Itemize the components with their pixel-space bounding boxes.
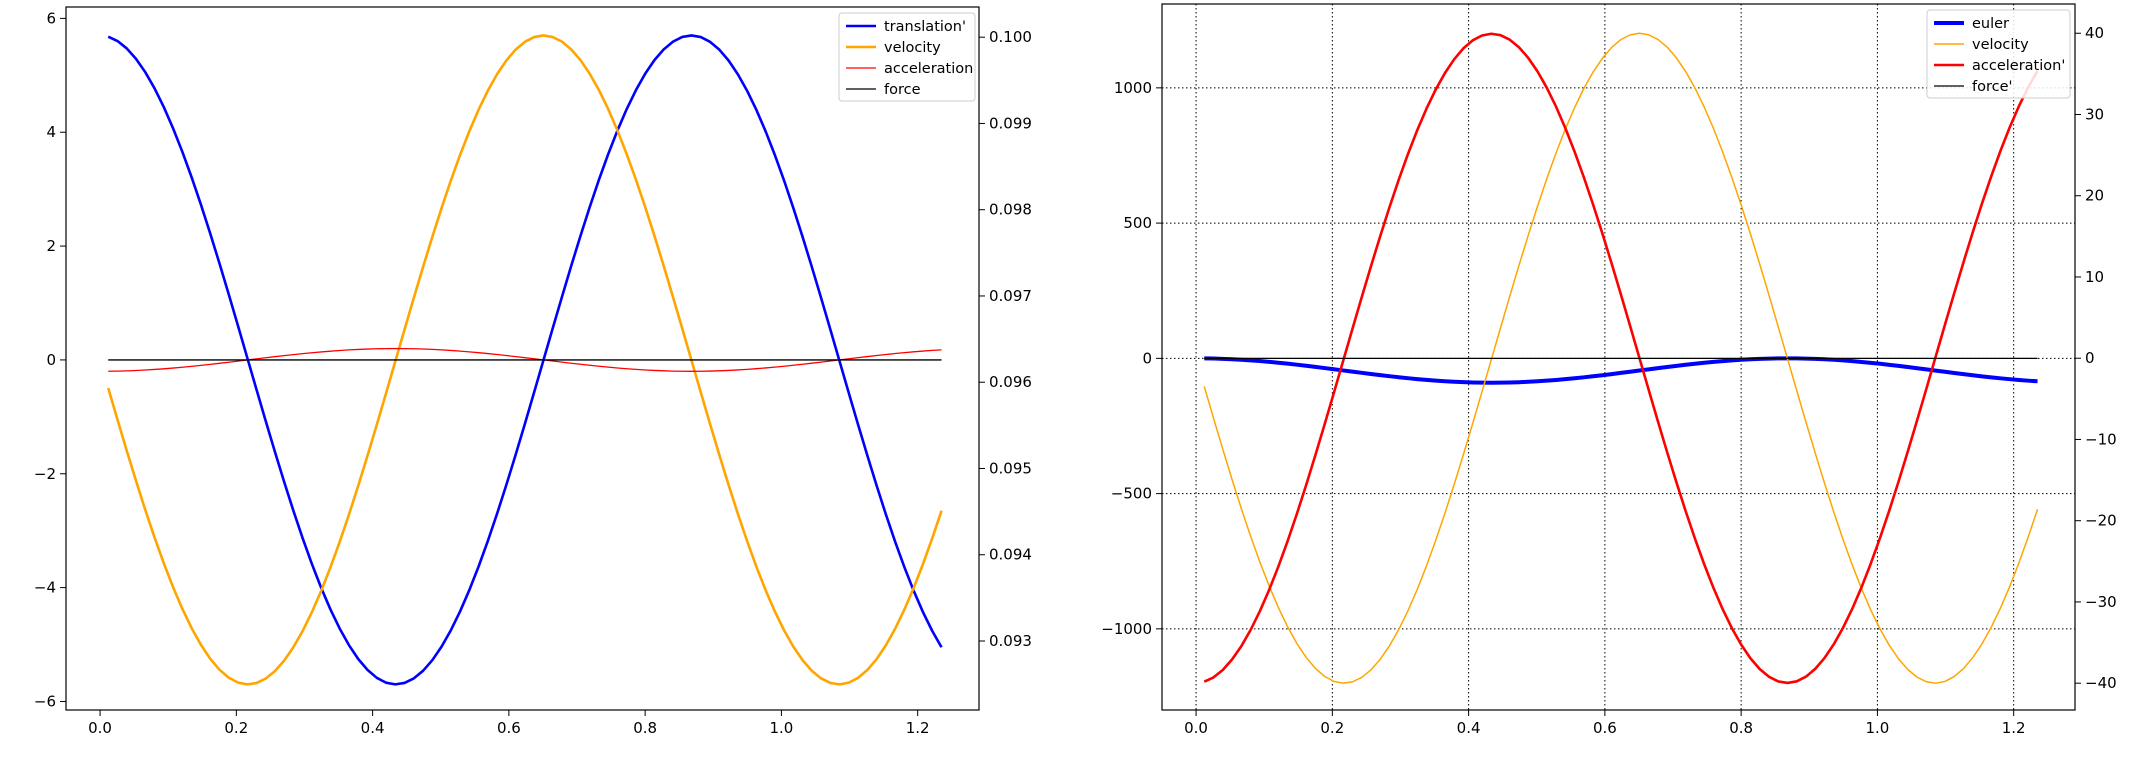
left-chart-axes-frame — [65, 6, 980, 711]
legend-label-acceleration-prime: acceleration' — [1972, 58, 2065, 74]
y-tick-label: 1000 — [1114, 79, 1152, 97]
y2-tick-label: 20 — [2085, 187, 2104, 205]
y2-tick-label: 40 — [2085, 24, 2104, 42]
y-tick-label: 0 — [46, 351, 56, 369]
right-chart-right-y-axis: −40 −30 −20 −10 0 10 20 30 40 — [2075, 24, 2117, 692]
right-chart-y-axis: −1000 −500 0 500 1000 — [1101, 79, 1162, 638]
y2-tick-label: 0.095 — [989, 459, 1032, 477]
x-tick-label: 1.2 — [906, 719, 930, 737]
legend-label-velocity-2: velocity — [1972, 37, 2029, 53]
legend-label-force-prime: force' — [1972, 79, 2013, 95]
series-line-velocity — [106, 34, 943, 686]
x-tick-label: 1.2 — [2002, 719, 2026, 737]
legend-label-euler: euler — [1972, 16, 2009, 32]
x-tick-label: 0.8 — [1729, 719, 1753, 737]
x-tick-label: 0.4 — [361, 719, 385, 737]
series-line-acceleration — [1203, 32, 2039, 685]
y-tick-label: −2 — [34, 465, 56, 483]
y-tick-label: 6 — [46, 9, 56, 27]
y2-tick-label: 0.096 — [989, 373, 1032, 391]
x-tick-label: 1.0 — [1865, 719, 1889, 737]
right-chart-legend: euler velocity acceleration' force' — [1926, 9, 2071, 99]
y2-tick-label: 0.097 — [989, 287, 1032, 305]
y-tick-label: −6 — [34, 692, 56, 710]
y-tick-label: 0 — [1142, 349, 1152, 367]
right-chart-axes-frame — [1161, 3, 2076, 711]
y2-tick-label: 0.093 — [989, 632, 1032, 650]
x-tick-label: 1.0 — [769, 719, 793, 737]
legend-label-velocity: velocity — [884, 40, 941, 56]
y2-tick-label: 10 — [2085, 268, 2104, 286]
y2-tick-label: −20 — [2085, 512, 2117, 530]
left-chart-x-axis: 0.0 0.2 0.4 0.6 0.8 1.0 1.2 — [88, 710, 930, 737]
series-line-translation — [107, 34, 943, 686]
x-tick-label: 0.2 — [224, 719, 248, 737]
y-tick-label: −1000 — [1101, 620, 1152, 638]
y2-tick-label: 0.100 — [989, 28, 1032, 46]
y2-tick-label: 0.094 — [989, 546, 1032, 564]
right-chart-grid — [1162, 4, 2075, 710]
y2-tick-label: −30 — [2085, 593, 2117, 611]
left-chart-right-y-axis: 0.093 0.094 0.095 0.096 0.097 0.098 0.099 0.100 — [979, 28, 1032, 650]
left-chart-y-axis: −6 −4 −2 0 2 4 6 — [34, 9, 66, 710]
legend-label-translation: translation' — [884, 19, 966, 35]
y-tick-label: 2 — [46, 237, 56, 255]
y2-tick-label: 0.098 — [989, 201, 1032, 219]
right-chart-legend-box — [1926, 9, 2071, 99]
y2-tick-label: 0 — [2085, 349, 2095, 367]
y-tick-label: 500 — [1123, 214, 1152, 232]
series-line-euler — [1204, 356, 2038, 385]
x-tick-label: 0.6 — [497, 719, 521, 737]
right-chart: 0.0 0.2 0.4 0.6 0.8 1.0 1.2 −1000−50005001000 … — [1101, 3, 2117, 737]
right-chart-x-axis: 0.0 0.2 0.4 0.6 0.8 1.0 1.2 — [1184, 710, 2026, 737]
x-tick-label: 0.0 — [88, 719, 112, 737]
x-tick-label: 0.0 — [1184, 719, 1208, 737]
x-tick-label: 0.4 — [1457, 719, 1481, 737]
y2-tick-label: 0.099 — [989, 114, 1032, 132]
left-chart-series-layer — [106, 34, 943, 686]
y2-tick-label: −40 — [2085, 674, 2117, 692]
series-line-velocity — [1203, 32, 2039, 684]
left-chart-legend: translation' velocity acceleration force — [838, 12, 976, 102]
y-tick-label: −500 — [1111, 485, 1152, 503]
right-chart-series-layer — [1203, 32, 2039, 685]
y-tick-label: 4 — [46, 123, 56, 141]
x-tick-label: 0.6 — [1593, 719, 1617, 737]
legend-label-acceleration: acceleration — [884, 61, 973, 77]
legend-label-force: force — [884, 82, 921, 98]
x-tick-label: 0.8 — [633, 719, 657, 737]
left-chart-legend-box — [838, 12, 976, 102]
y2-tick-label: −10 — [2085, 430, 2117, 448]
y-tick-label: −4 — [34, 579, 56, 597]
x-tick-label: 0.2 — [1320, 719, 1344, 737]
y2-tick-label: 30 — [2085, 105, 2104, 123]
